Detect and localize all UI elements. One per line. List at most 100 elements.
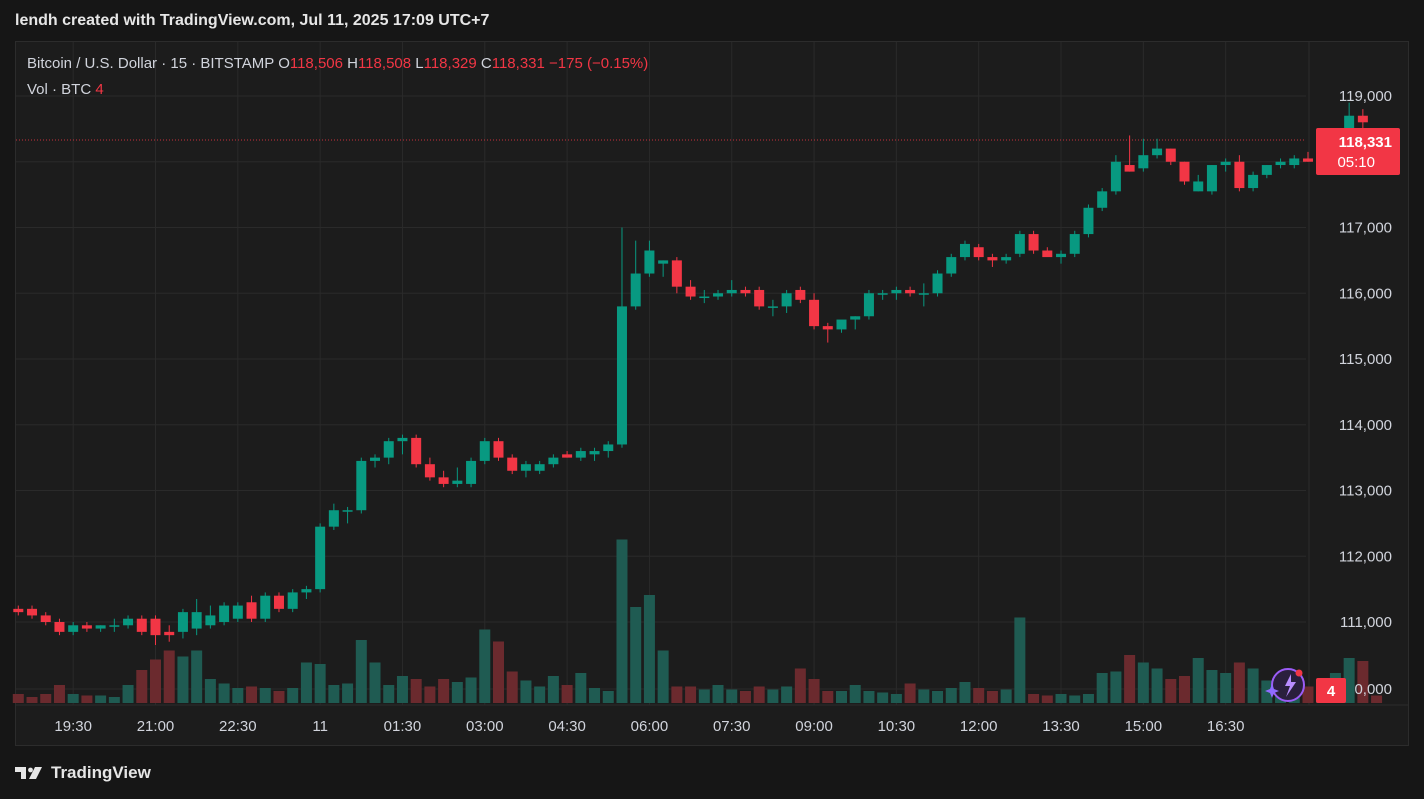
candle-body[interactable]	[315, 526, 326, 590]
candle-body[interactable]	[150, 618, 161, 636]
candle-body[interactable]	[630, 273, 641, 307]
candle-body[interactable]	[81, 625, 92, 629]
symbol-title[interactable]: Bitcoin / U.S. Dollar · 15 · BITSTAMP	[27, 55, 275, 72]
candle-body[interactable]	[452, 480, 463, 484]
candle-body[interactable]	[1357, 115, 1368, 123]
candle-body[interactable]	[123, 618, 134, 626]
candle-body[interactable]	[795, 289, 806, 300]
candle-body[interactable]	[424, 464, 435, 478]
candle-body[interactable]	[1152, 148, 1163, 156]
candle-body[interactable]	[287, 592, 298, 609]
candle-body[interactable]	[1165, 148, 1176, 162]
candle-body[interactable]	[713, 293, 724, 297]
candle-body[interactable]	[1097, 191, 1108, 208]
candle-body[interactable]	[740, 289, 751, 294]
candle-body[interactable]	[850, 316, 861, 320]
candle-body[interactable]	[1042, 250, 1053, 258]
candle-body[interactable]	[438, 477, 449, 484]
candle-body[interactable]	[1124, 165, 1135, 172]
candle-body[interactable]	[932, 273, 943, 294]
candle-body[interactable]	[95, 625, 106, 629]
candle-body[interactable]	[877, 293, 888, 295]
candle-body[interactable]	[27, 608, 38, 616]
candle-body[interactable]	[946, 257, 957, 274]
candle-body[interactable]	[726, 289, 737, 294]
candle-body[interactable]	[534, 464, 545, 471]
candle-body[interactable]	[1138, 155, 1149, 169]
candle-body[interactable]	[1206, 165, 1217, 192]
candle-body[interactable]	[273, 595, 284, 609]
candle-body[interactable]	[68, 625, 79, 632]
volume-badge[interactable]	[1316, 678, 1346, 703]
candle-body[interactable]	[1069, 234, 1080, 254]
candle-body[interactable]	[205, 615, 216, 626]
candle-body[interactable]	[507, 457, 518, 471]
candle-body[interactable]	[754, 289, 765, 307]
candle-body[interactable]	[1028, 234, 1039, 251]
tradingview-brand[interactable]: TradingView	[15, 763, 151, 783]
candle-body[interactable]	[822, 326, 833, 330]
candle-body[interactable]	[959, 243, 970, 258]
candle-body[interactable]	[918, 293, 929, 295]
candle-body[interactable]	[520, 464, 531, 471]
candle-body[interactable]	[836, 319, 847, 330]
candle-body[interactable]	[13, 608, 24, 613]
candle-body[interactable]	[1083, 207, 1094, 235]
candle-body[interactable]	[370, 457, 381, 461]
candle-body[interactable]	[987, 257, 998, 261]
candle-body[interactable]	[685, 286, 696, 297]
candle-body[interactable]	[40, 615, 51, 622]
candle-body[interactable]	[136, 618, 147, 632]
volume-label[interactable]: Vol · BTC	[27, 81, 92, 98]
candle-body[interactable]	[383, 441, 394, 458]
candle-body[interactable]	[616, 306, 627, 445]
candle-body[interactable]	[1248, 174, 1259, 189]
candle-body[interactable]	[1179, 161, 1190, 182]
candle-body[interactable]	[219, 605, 230, 622]
candle-body[interactable]	[781, 293, 792, 307]
candle-body[interactable]	[644, 250, 655, 274]
candle-body[interactable]	[548, 457, 559, 465]
candle-body[interactable]	[301, 589, 312, 593]
candle-body[interactable]	[1110, 161, 1121, 192]
candle-body[interactable]	[699, 296, 710, 299]
candle-body[interactable]	[809, 299, 820, 327]
candle-body[interactable]	[562, 454, 573, 458]
candle-body[interactable]	[1261, 165, 1272, 175]
candle-body[interactable]	[891, 289, 902, 294]
candle-body[interactable]	[575, 451, 586, 458]
candle-body[interactable]	[164, 631, 175, 636]
candle-body[interactable]	[328, 510, 339, 527]
candle-body[interactable]	[671, 260, 682, 287]
candle-body[interactable]	[589, 451, 600, 455]
candle-body[interactable]	[767, 306, 778, 308]
candle-body[interactable]	[1234, 161, 1245, 189]
candle-body[interactable]	[479, 441, 490, 461]
candle-body[interactable]	[1001, 257, 1012, 261]
candle-body[interactable]	[54, 622, 65, 632]
candle-body[interactable]	[973, 247, 984, 258]
candle-body[interactable]	[191, 612, 202, 629]
candle-body[interactable]	[1289, 158, 1300, 166]
chart-panel[interactable]	[15, 41, 1409, 746]
candle-body[interactable]	[246, 602, 257, 619]
candle-body[interactable]	[905, 289, 916, 294]
candle-body[interactable]	[356, 460, 367, 511]
candle-body[interactable]	[658, 260, 669, 264]
current-price-badge[interactable]	[1316, 128, 1400, 175]
candle-body[interactable]	[1193, 181, 1204, 192]
candle-body[interactable]	[109, 625, 120, 627]
candle-body[interactable]	[397, 437, 408, 442]
candle-body[interactable]	[1014, 234, 1025, 254]
candle-body[interactable]	[1220, 161, 1231, 166]
candle-body[interactable]	[603, 444, 614, 452]
candle-body[interactable]	[232, 605, 243, 619]
candle-body[interactable]	[342, 510, 353, 512]
candle-body[interactable]	[1302, 158, 1313, 162]
candle-body[interactable]	[177, 612, 188, 632]
candle-body[interactable]	[1056, 253, 1067, 258]
candle-body[interactable]	[1275, 161, 1286, 166]
candle-body[interactable]	[493, 441, 504, 458]
candle-body[interactable]	[466, 460, 477, 484]
